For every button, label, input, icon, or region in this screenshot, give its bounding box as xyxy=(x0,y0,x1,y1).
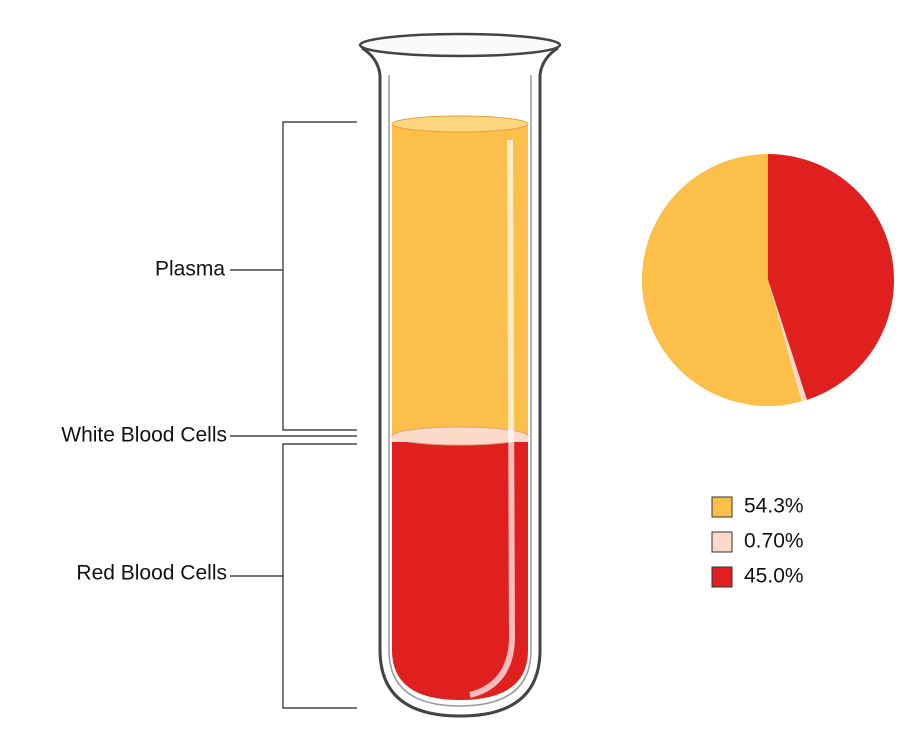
legend: 54.3% 0.70% 45.0% xyxy=(711,495,804,588)
tube-rim xyxy=(358,32,562,58)
red-cell-liquid xyxy=(392,440,528,700)
label: Red Blood Cells xyxy=(76,562,227,585)
legend-label: 54.3% xyxy=(744,495,804,518)
tube-outer xyxy=(378,75,542,718)
label: White Blood Cells xyxy=(61,424,227,447)
legend-swatch xyxy=(711,531,733,553)
legend-label: 0.70% xyxy=(744,530,804,553)
rbc-bracket xyxy=(230,443,357,709)
legend-swatch xyxy=(711,496,733,518)
label: Plasma xyxy=(155,258,225,281)
plasma-bracket xyxy=(230,121,357,431)
tube-inner xyxy=(388,75,532,707)
test-tube xyxy=(358,32,562,718)
pie-slice xyxy=(768,154,895,400)
plasma-surface xyxy=(391,115,529,133)
wbc-band xyxy=(392,436,528,442)
glare xyxy=(469,139,516,698)
pie-chart xyxy=(642,154,895,406)
legend-label: 45.0% xyxy=(744,565,804,588)
pie-slice xyxy=(642,154,802,406)
legend-swatch xyxy=(711,566,733,588)
tube-lip xyxy=(361,46,559,76)
pie-slice xyxy=(768,280,807,402)
